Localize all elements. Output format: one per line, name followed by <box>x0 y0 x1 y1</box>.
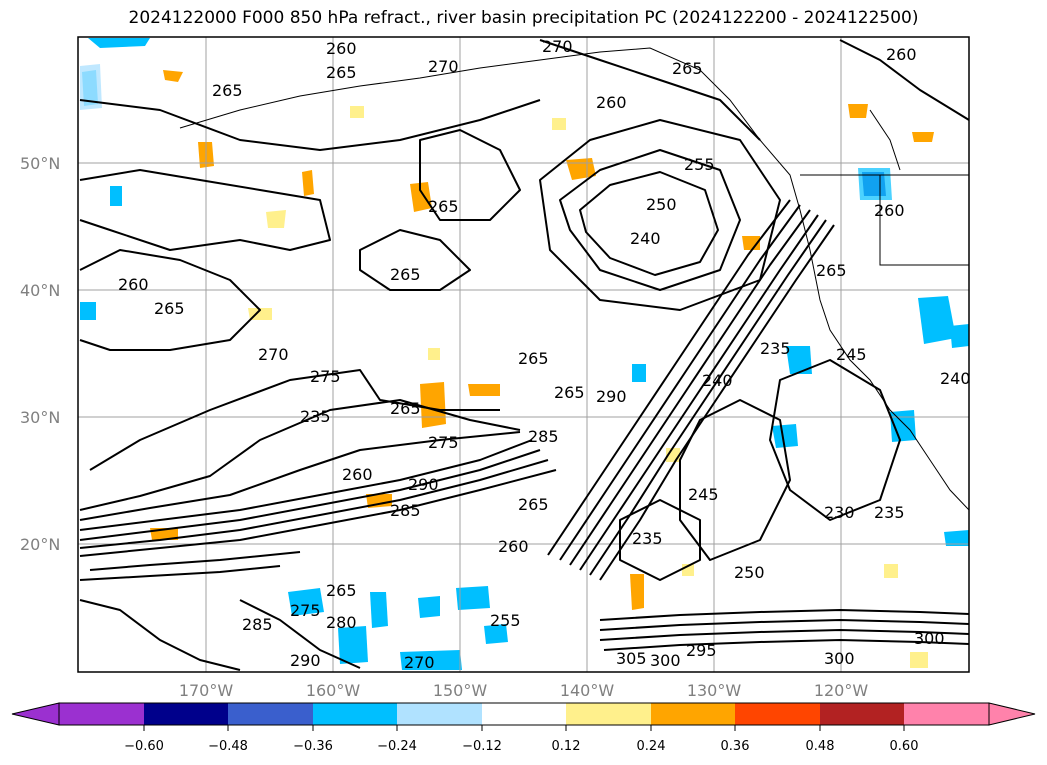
contour-label: 260 <box>874 201 905 220</box>
colorbar-segment <box>144 703 228 725</box>
colorbar-tick-label: −0.48 <box>208 739 248 754</box>
contour-label: 260 <box>118 275 149 294</box>
contour-label: 275 <box>428 433 459 452</box>
contour-label: 245 <box>836 345 867 364</box>
colorbar-tick-label: 0.36 <box>721 739 750 754</box>
contour-label: 265 <box>154 299 185 318</box>
contour-label: 260 <box>326 39 357 58</box>
contour-label: 270 <box>404 653 435 672</box>
colorbar-tick-label: 0.48 <box>806 739 835 754</box>
contour-label: 235 <box>874 503 905 522</box>
map-panel <box>78 37 969 672</box>
colorbar-segment <box>735 703 820 725</box>
colorbar-tick-label: 0.60 <box>890 739 919 754</box>
contour-label: 300 <box>650 651 681 670</box>
colorbar-segment <box>482 703 566 725</box>
refractivity-contours <box>79 39 970 671</box>
contour-label: 260 <box>596 93 627 112</box>
contour-label: 290 <box>408 475 439 494</box>
colorbar-segment <box>651 703 735 725</box>
contour-label: 290 <box>290 651 321 670</box>
contour-label: 265 <box>390 399 421 418</box>
colorbar-tick-label: −0.12 <box>462 739 502 754</box>
contour-label: 235 <box>300 407 331 426</box>
lon-label: 150°W <box>433 681 488 700</box>
colorbar-tick-label: 0.12 <box>552 739 581 754</box>
contour-label: 275 <box>290 601 321 620</box>
lon-label: 120°W <box>814 681 869 700</box>
contour-label: 270 <box>258 345 289 364</box>
contour-label: 280 <box>326 613 357 632</box>
contour-label: 265 <box>672 59 703 78</box>
contour-label: 260 <box>342 465 373 484</box>
contour-label: 285 <box>390 501 421 520</box>
contour-label: 300 <box>824 649 855 668</box>
contour-label: 245 <box>688 485 719 504</box>
contour-label: 230 <box>824 503 855 522</box>
contour-label: 290 <box>596 387 627 406</box>
lat-label: 40°N <box>20 281 60 300</box>
colorbar-tick-label: −0.24 <box>377 739 417 754</box>
contour-label: 250 <box>646 195 677 214</box>
contour-label: 235 <box>760 339 791 358</box>
lon-axis-labels: 170°W 160°W 150°W 140°W 130°W 120°W <box>179 681 869 700</box>
colorbar-tick-label: −0.36 <box>293 739 333 754</box>
map-title: 2024122000 F000 850 hPa refract., river … <box>128 8 919 28</box>
colorbar-segment <box>904 703 989 725</box>
colorbar-over-arrow <box>988 702 1036 726</box>
colorbar: −0.60 −0.48 −0.36 −0.24 −0.12 0.12 0.24 … <box>11 702 1036 754</box>
contour-label: 240 <box>940 369 971 388</box>
contour-label: 235 <box>632 529 663 548</box>
contour-label: 265 <box>428 197 459 216</box>
contour-label: 305 <box>616 649 647 668</box>
contour-label: 285 <box>528 427 559 446</box>
colorbar-segment <box>228 703 313 725</box>
contour-label-layer: 260 270 265 270 265 260 265 260 265 255 … <box>118 37 971 672</box>
contour-label: 265 <box>518 495 549 514</box>
contour-label: 250 <box>734 563 765 582</box>
contour-label: 265 <box>326 581 357 600</box>
contour-label: 275 <box>310 367 341 386</box>
lon-label: 160°W <box>306 681 361 700</box>
colorbar-tick-label: −0.60 <box>124 739 164 754</box>
lat-axis-labels: 50°N 40°N 30°N 20°N <box>20 154 60 554</box>
lon-label: 170°W <box>179 681 234 700</box>
colorbar-segment <box>313 703 397 725</box>
contour-label: 240 <box>702 371 733 390</box>
colorbar-segment <box>820 703 904 725</box>
colorbar-segment <box>566 703 651 725</box>
contour-label: 270 <box>428 57 459 76</box>
lon-label: 130°W <box>687 681 742 700</box>
contour-label: 255 <box>490 611 521 630</box>
contour-label: 265 <box>816 261 847 280</box>
map-frame <box>77 36 970 673</box>
colorbar-segment <box>397 703 482 725</box>
contour-label: 265 <box>212 81 243 100</box>
contour-label: 260 <box>886 45 917 64</box>
lat-label: 20°N <box>20 535 60 554</box>
contour-label: 270 <box>542 37 573 56</box>
contour-label: 265 <box>518 349 549 368</box>
contour-label: 300 <box>914 629 945 648</box>
coastlines <box>179 47 970 511</box>
lat-label: 30°N <box>20 408 60 427</box>
contour-label: 240 <box>630 229 661 248</box>
lon-label: 140°W <box>560 681 615 700</box>
colorbar-frame <box>58 702 990 726</box>
colorbar-tick-label: 0.24 <box>637 739 666 754</box>
contour-label: 260 <box>498 537 529 556</box>
contour-label: 265 <box>554 383 585 402</box>
contour-label: 255 <box>684 155 715 174</box>
colorbar-segment <box>59 703 144 725</box>
contour-label: 295 <box>686 641 717 660</box>
lat-label: 50°N <box>20 154 60 173</box>
contour-label: 265 <box>390 265 421 284</box>
contour-label: 265 <box>326 63 357 82</box>
colorbar-under-arrow <box>11 702 60 726</box>
contour-label: 285 <box>242 615 273 634</box>
